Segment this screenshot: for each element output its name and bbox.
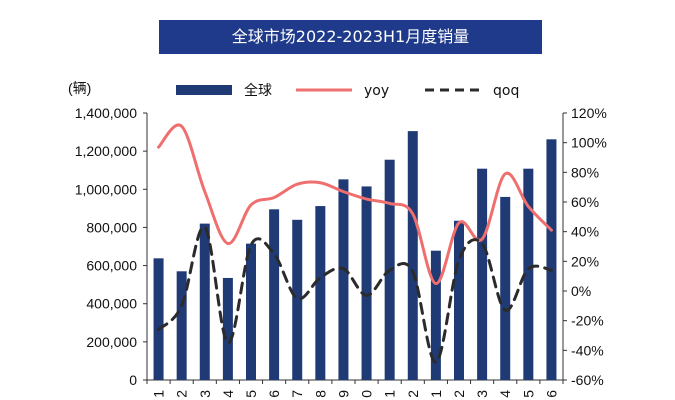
left-tick-label: 0 [129,372,137,388]
right-tick-label: 80% [571,164,599,180]
right-tick-label: -20% [571,313,604,329]
tick-layer: 0 200,000 400,000 600,000 800,000 1,000,000 1,… [75,105,607,398]
axes-layer [143,112,567,384]
right-tick-label: -60% [571,372,604,388]
y-axis-unit-label: (辆) [68,80,91,96]
bar [500,196,511,380]
x-tick-label: 4 [220,390,236,398]
bar [153,258,164,380]
x-tick-label: 0 [359,390,375,398]
legend-label-qoq: qoq [493,83,519,99]
bar [246,243,256,380]
x-tick-label: 5 [520,390,536,398]
right-tick-label: 100% [571,135,607,151]
right-tick-label: 60% [571,194,599,210]
bar [546,139,557,380]
line-layer [157,123,553,364]
left-tick-label: 800,000 [86,219,137,235]
legend-swatch-bar [176,85,232,95]
bar [199,223,210,380]
bar [269,209,280,380]
x-tick-label: 2 [451,390,467,398]
bar [292,219,303,380]
bar [477,168,488,380]
series-line-qoq [157,225,553,364]
bar [222,277,233,380]
bar [176,271,187,380]
x-tick-label: 9 [335,390,351,398]
bar [315,206,326,380]
x-tick-label: 6 [543,390,559,398]
legend-label-bar: 全球 [244,82,272,99]
right-tick-label: 120% [571,105,607,121]
left-tick-label: 1,000,000 [75,181,137,197]
bar [407,131,418,380]
legend-label-yoy: yoy [364,83,389,99]
series-line-yoy [157,123,553,286]
x-tick-label: 4 [497,390,513,398]
x-tick-label: 8 [312,390,328,398]
left-tick-label: 1,400,000 [75,105,137,121]
left-tick-label: 1,200,000 [75,143,137,159]
x-tick-label: 1 [382,390,398,398]
x-tick-label: 6 [266,390,282,398]
bar [361,186,372,380]
chart-title: 全球市场2022-2023H1月度销量 [159,20,542,54]
bar-layer [153,131,557,380]
bar [523,168,534,380]
right-tick-label: 40% [571,224,599,240]
x-tick-label: 2 [174,390,190,398]
right-tick-label: -40% [571,342,604,358]
legend: 全球 yoy qoq [176,82,519,99]
x-tick-label: 7 [289,390,305,398]
bar [430,250,441,380]
x-tick-label: 3 [474,390,490,398]
x-tick-label: 5 [243,390,259,398]
left-tick-label: 200,000 [86,334,137,350]
x-tick-label: 2 [405,390,421,398]
left-tick-label: 600,000 [86,258,137,274]
bar [338,179,349,380]
bar [454,220,464,380]
right-tick-label: 20% [571,253,599,269]
x-tick-label: 3 [197,390,213,398]
x-tick-label: 1 [151,390,167,398]
x-tick-label: 1 [428,390,444,398]
right-tick-label: 0% [571,283,591,299]
left-tick-label: 400,000 [86,296,137,312]
